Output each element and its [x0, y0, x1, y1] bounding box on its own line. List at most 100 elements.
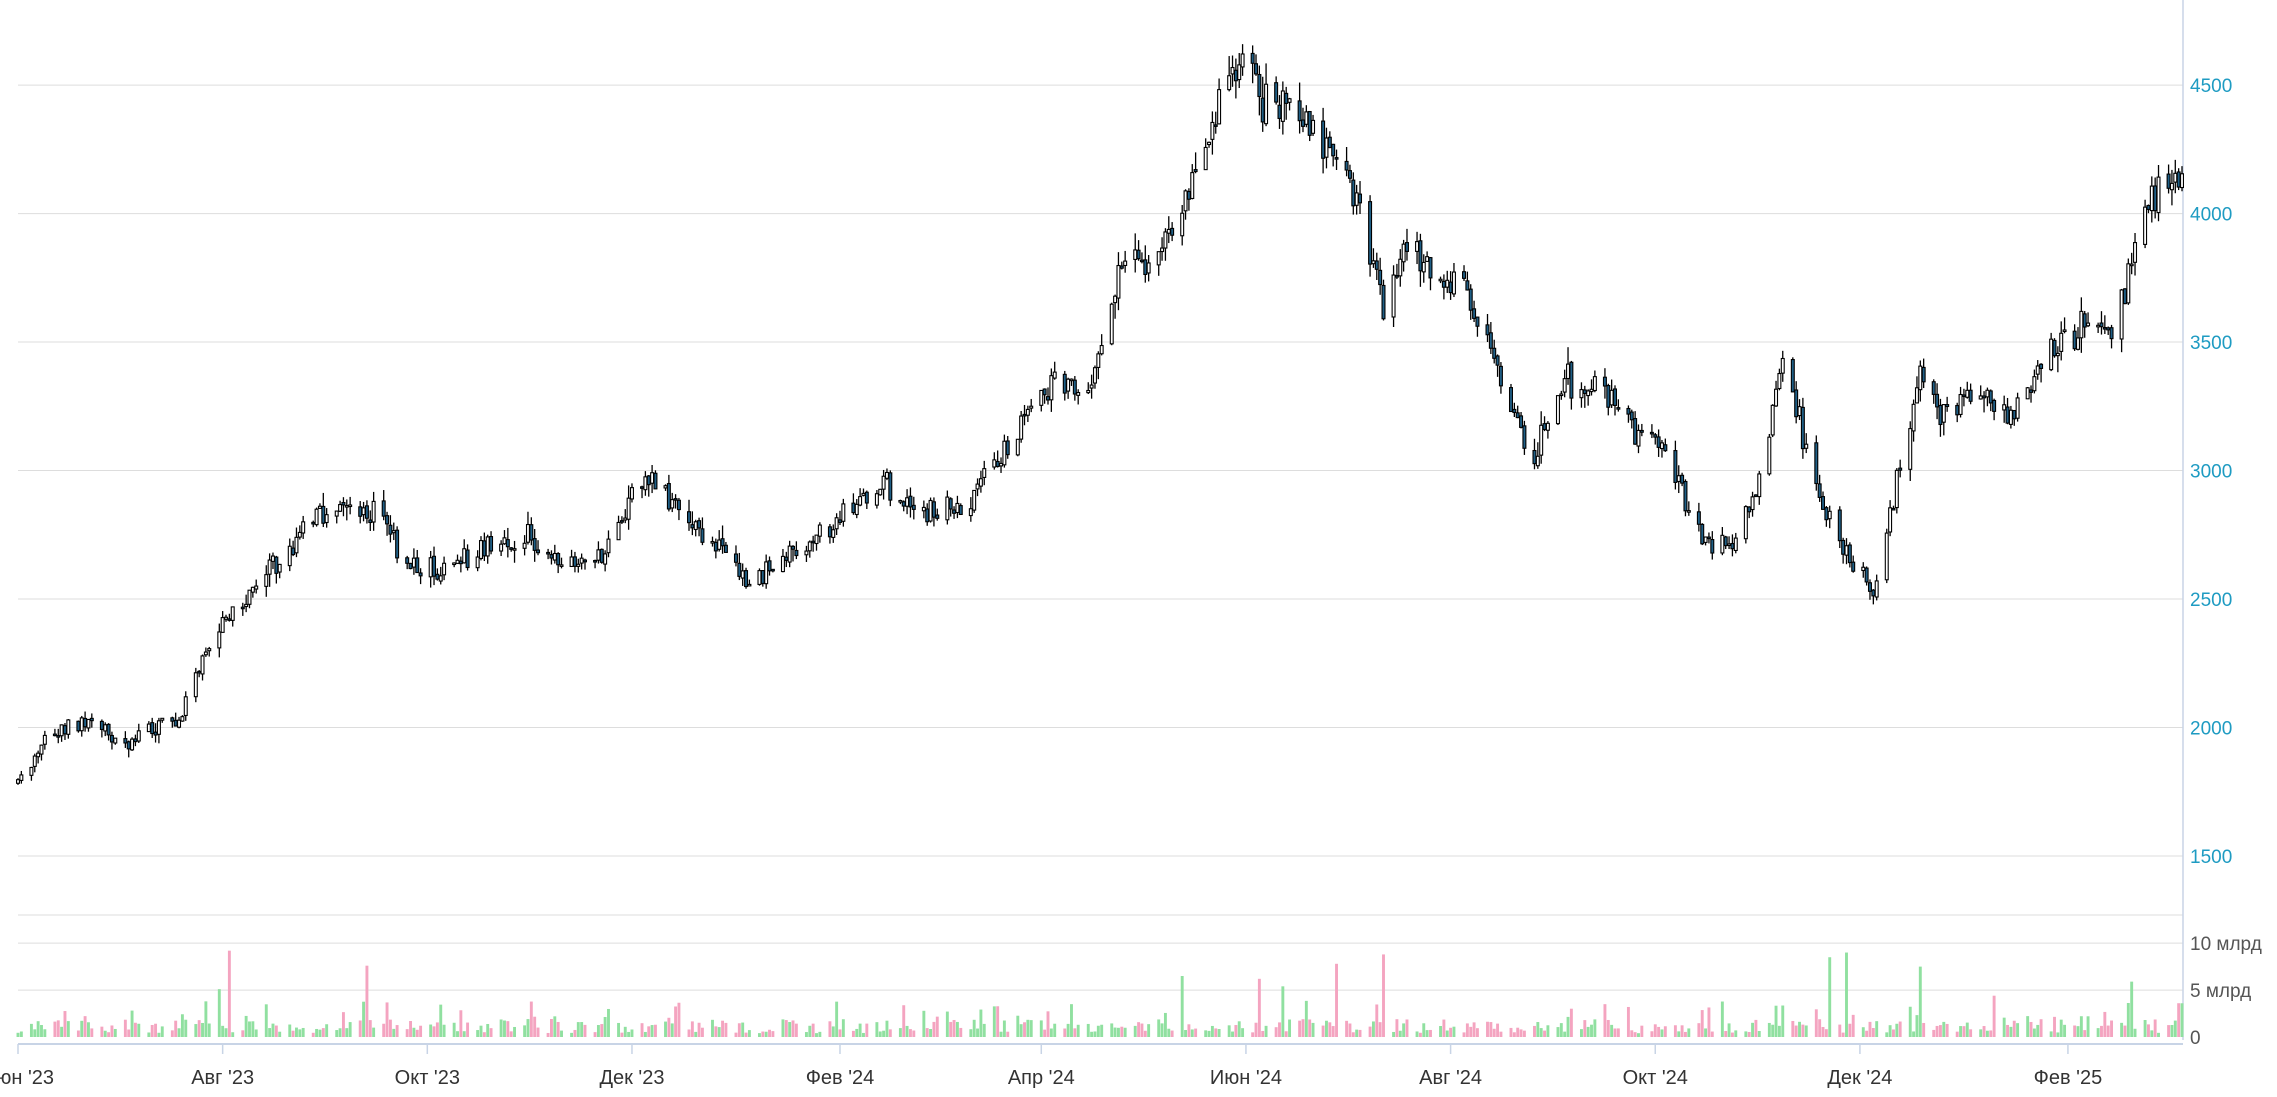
volume-bar [771, 1031, 775, 1037]
candle-body [1421, 261, 1426, 273]
candle-body [928, 499, 933, 522]
candle-body [270, 555, 275, 562]
candle-body [462, 548, 467, 564]
volume-bar [1794, 1025, 1798, 1037]
candle-body [106, 723, 111, 736]
volume-bar [110, 1025, 114, 1037]
volume-bar [1328, 1022, 1332, 1037]
candle-body [1428, 257, 1433, 279]
volume-bar [442, 1024, 446, 1037]
volume-bar [697, 1022, 701, 1037]
volume-bar [1730, 1032, 1734, 1037]
candle-body [224, 616, 229, 620]
candle-body [1076, 391, 1081, 396]
candle-body [277, 563, 282, 573]
candle-body [1777, 373, 1782, 390]
candle-body [317, 505, 322, 509]
volume-bar [1898, 1021, 1902, 1037]
candle-body [1264, 83, 1269, 125]
candle-body [2025, 387, 2030, 400]
volume-bar [1579, 1029, 1583, 1037]
candle-body [1116, 264, 1121, 299]
volume-bar [204, 1001, 208, 1037]
volume-bar [1358, 1029, 1362, 1037]
volume-bar [1724, 1030, 1728, 1037]
volume-bar [2157, 1032, 2160, 1037]
candle-body [640, 486, 645, 489]
candle-body [368, 519, 373, 524]
candle-body [1653, 434, 1658, 438]
volume-bar [1274, 1027, 1278, 1037]
volume-bar [1546, 1025, 1550, 1037]
candle-body [888, 472, 893, 501]
candle-body [673, 498, 678, 501]
volume-bar [1053, 1023, 1057, 1037]
candle-body [1743, 506, 1748, 540]
volume-bar [788, 1022, 792, 1037]
volume-bar [1415, 1031, 1419, 1037]
volume-bar [741, 1022, 745, 1037]
candle-body [576, 563, 581, 567]
candle-body [757, 570, 762, 585]
time-tick-label: Авг '23 [191, 1067, 254, 1089]
candle-body [2119, 289, 2124, 340]
candle-body [2049, 338, 2054, 371]
candle-body [2129, 263, 2134, 267]
volume-bar [486, 1023, 490, 1037]
volume-bar [1214, 1028, 1218, 1037]
candle-body [1210, 121, 1215, 140]
candle-body [1022, 413, 1027, 417]
candle-body [264, 574, 269, 587]
candle-body [1425, 256, 1430, 262]
candle-body [1636, 429, 1641, 447]
candle-body [623, 517, 628, 521]
candle-body [1170, 227, 1175, 236]
volume-bar [835, 1001, 839, 1037]
candle-body [334, 510, 339, 517]
candle-body [2166, 173, 2171, 189]
candle-body [1821, 496, 1826, 510]
candle-body [1233, 69, 1238, 82]
volume-bar [717, 1027, 721, 1037]
volume-bar [553, 1016, 557, 1037]
volume-bar [1982, 1026, 1986, 1037]
candle-body [2002, 404, 2007, 411]
time-axis-labels: Июн '23 Авг '23 Окт '23 Дек '23 Фев '24 Апр '… [0, 1044, 2102, 1089]
volume-bar [596, 1025, 600, 1037]
candle-body [2055, 352, 2060, 357]
candle-body [1072, 379, 1077, 395]
candle-body [2082, 313, 2087, 328]
volume-bar [1264, 1025, 1268, 1037]
candle-body [1965, 389, 1970, 398]
time-tick-label: Дек '24 [1827, 1067, 1892, 1089]
candle-body [2143, 206, 2148, 245]
volume-bar [640, 1023, 644, 1037]
candle-body [15, 779, 21, 784]
volume-bar [419, 1025, 423, 1037]
candle-body [1240, 53, 1245, 68]
volume-bar [1368, 1026, 1372, 1037]
candle-body [2032, 376, 2037, 392]
candle-body [123, 738, 128, 744]
volume-bar [583, 1024, 587, 1037]
volume-bar [607, 1008, 610, 1037]
volume-bar [160, 1026, 164, 1037]
candle-body [1029, 405, 1034, 409]
candle-body [1649, 431, 1654, 435]
candle-body [764, 561, 769, 585]
volume-bar [908, 1029, 912, 1037]
candle-body [183, 696, 188, 716]
volume-bar [898, 1028, 902, 1037]
candle-body [1166, 228, 1171, 234]
candle-body [240, 606, 245, 610]
candle-body [1606, 385, 1611, 408]
candle-body [66, 719, 71, 735]
volume-bar [1637, 1033, 1640, 1037]
volume-bar [1892, 1029, 1895, 1037]
candle-body [1445, 279, 1450, 288]
candle-body [1398, 258, 1403, 277]
candle-body [1512, 408, 1517, 414]
volume-bar [1096, 1025, 1100, 1037]
candle-body [1109, 303, 1114, 345]
candle-body [1186, 190, 1191, 200]
